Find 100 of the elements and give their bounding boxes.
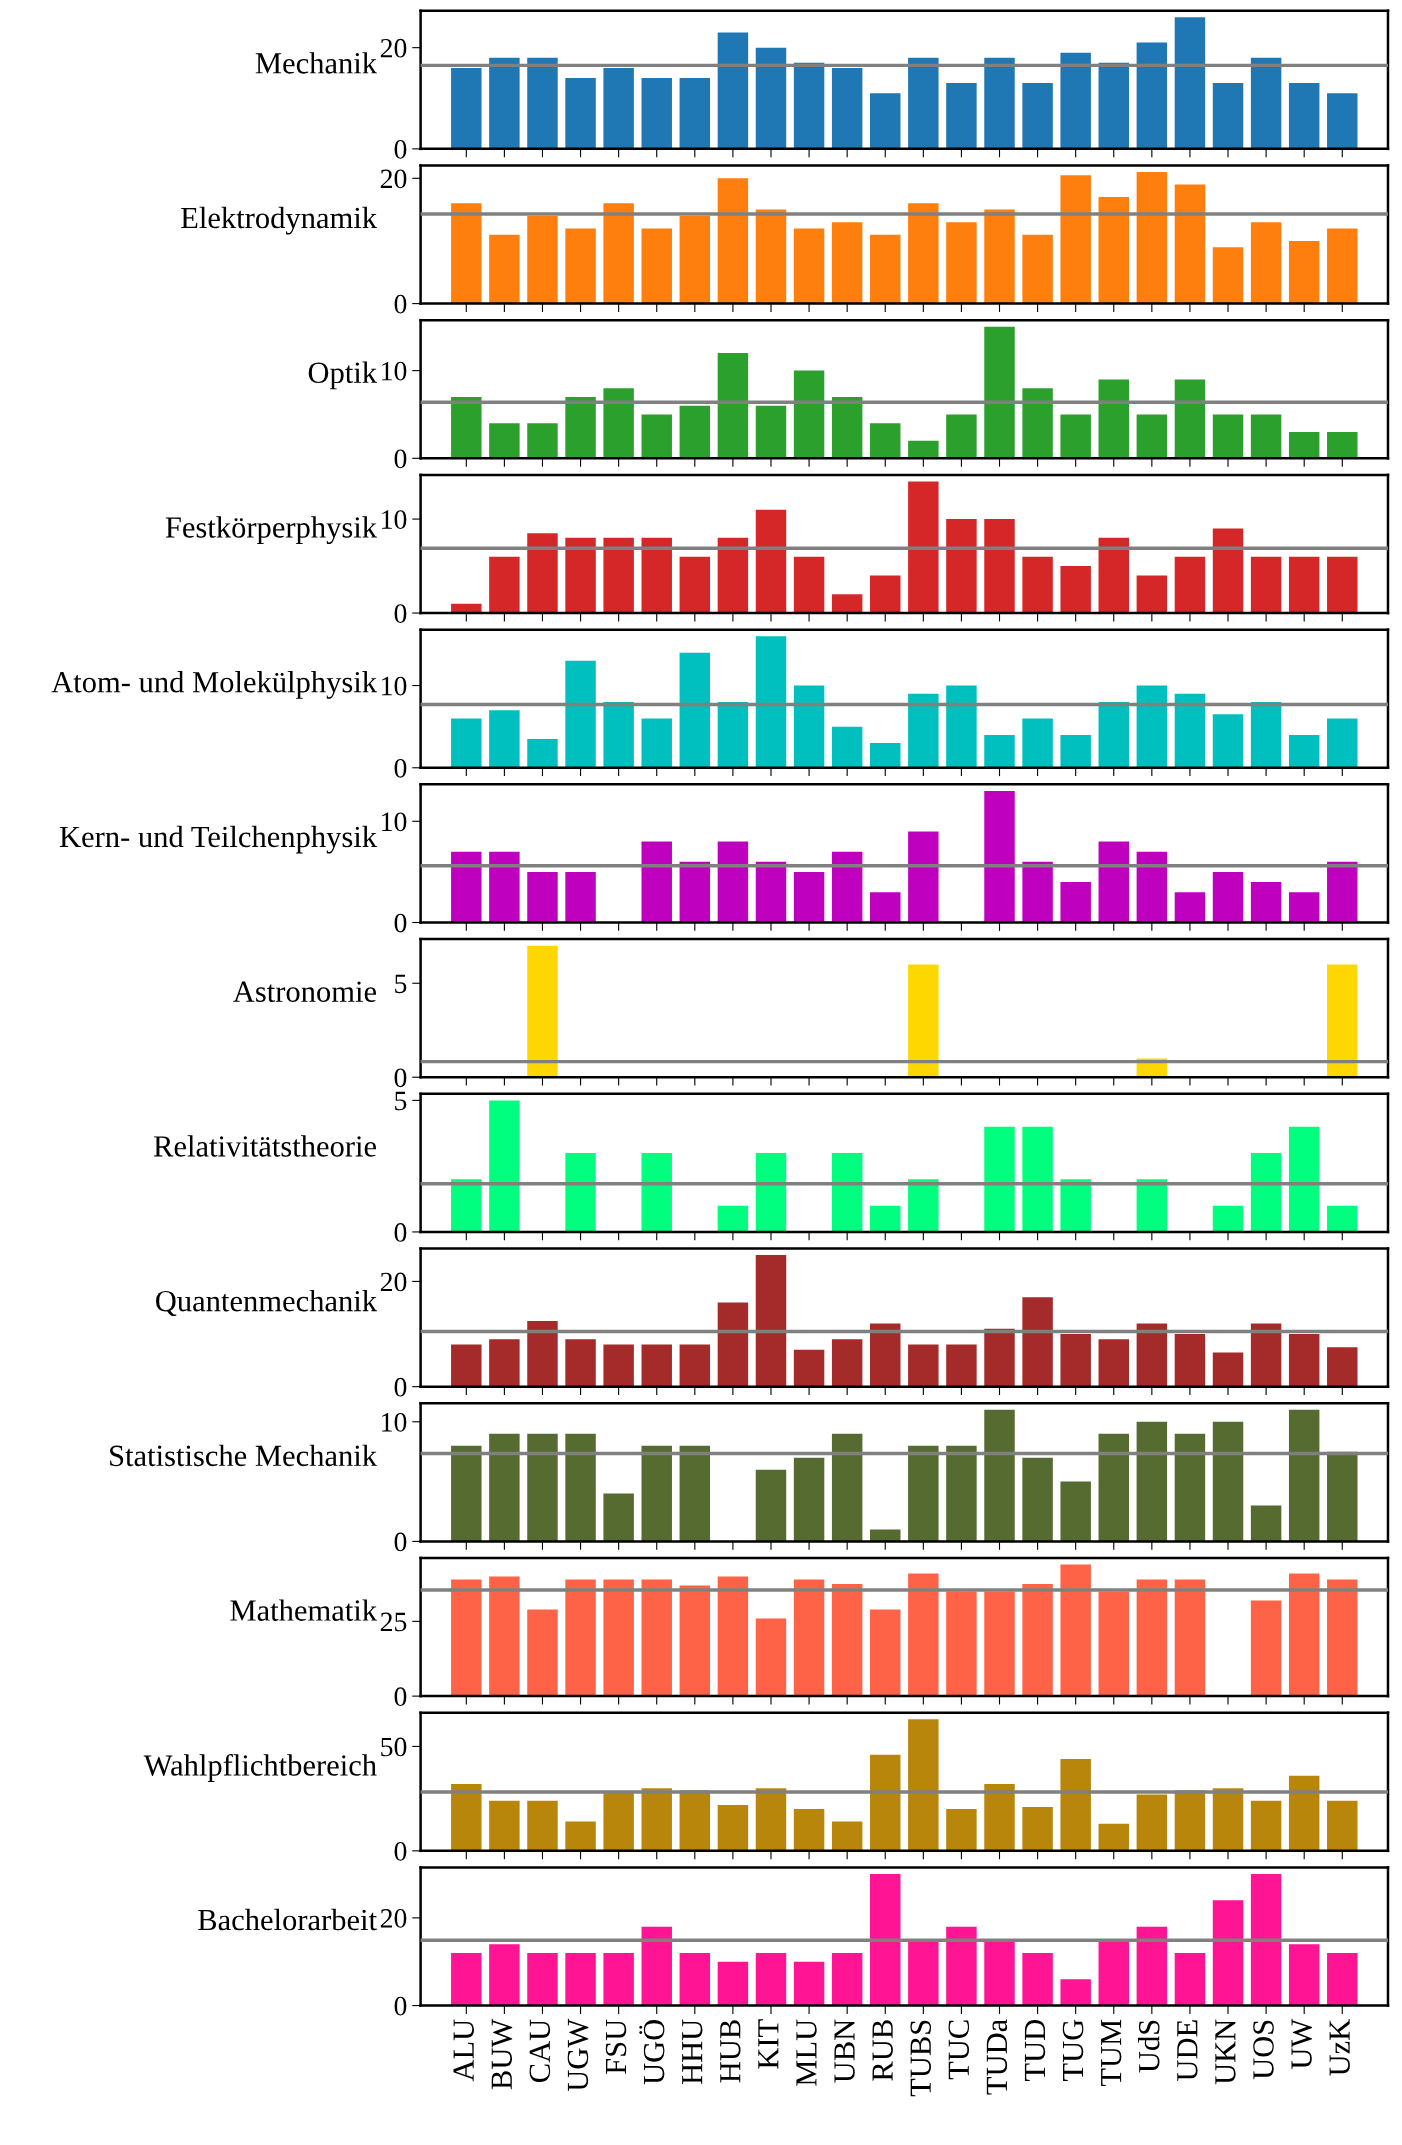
x-tick-label: MLU [796, 2019, 817, 2086]
bar [1327, 1205, 1358, 1232]
bar [946, 222, 977, 304]
bar [1098, 197, 1129, 304]
y-tick-label: 0 [394, 140, 407, 159]
bar [793, 370, 825, 459]
bar [565, 1153, 596, 1232]
bar [1250, 882, 1282, 923]
bar [1250, 1323, 1282, 1387]
bar [1288, 83, 1320, 149]
bar [565, 1339, 596, 1387]
x-tick-label: CAU [529, 2019, 551, 2083]
bar [984, 1591, 1015, 1697]
bar [717, 1961, 749, 2006]
bar [489, 234, 520, 304]
bar [755, 1469, 787, 1542]
bar [717, 178, 749, 304]
bar [831, 1821, 863, 1851]
bar [1060, 734, 1091, 768]
y-tick-label: 10 [382, 812, 407, 832]
bar [1022, 234, 1053, 304]
bar [793, 1961, 825, 2006]
y-tick-label: 0 [394, 1842, 407, 1861]
bar [1327, 1579, 1358, 1697]
bar [793, 685, 825, 768]
y-tick-label: 0 [394, 604, 407, 623]
bar [946, 1344, 977, 1387]
bar [908, 203, 939, 304]
bar [1022, 718, 1053, 768]
bar [946, 83, 977, 149]
bar [831, 1952, 863, 2006]
bar [565, 78, 596, 149]
bar [527, 1609, 558, 1697]
bar [1174, 184, 1206, 304]
bar [1327, 1952, 1358, 2006]
bar [984, 1126, 1015, 1232]
bar [1327, 432, 1358, 459]
bar [870, 423, 901, 459]
bar [603, 67, 634, 149]
bar [451, 203, 482, 304]
bar [489, 1800, 520, 1851]
bar [679, 1585, 711, 1697]
bar [1136, 1579, 1168, 1697]
bar [1098, 841, 1129, 923]
y-tick-label: 20 [380, 1272, 407, 1292]
bar [946, 519, 977, 614]
x-tick-label: TUM [1101, 2019, 1122, 2087]
x-tick-label: UDE [1177, 2020, 1198, 2081]
bar [1212, 1788, 1244, 1851]
bar [1288, 1126, 1320, 1232]
bar [641, 1153, 672, 1232]
y-tick-label: 0 [394, 1532, 407, 1552]
bar [1060, 175, 1091, 304]
y-tick-label: 5 [395, 1091, 407, 1111]
y-axis-title: Relativitätstheorie [153, 1135, 376, 1157]
bar [451, 1784, 482, 1851]
bar [870, 1529, 901, 1542]
bar [451, 1344, 482, 1387]
bar [946, 685, 977, 768]
bar [908, 1573, 939, 1697]
bar [641, 841, 672, 923]
y-tick-label: 0 [394, 758, 407, 778]
bar [1060, 1334, 1091, 1387]
bar [870, 1205, 901, 1232]
bar [489, 57, 520, 149]
bar [1212, 714, 1244, 768]
y-tick-label: 0 [394, 1068, 407, 1088]
bar [679, 652, 711, 768]
bar [1060, 1564, 1091, 1697]
bar [984, 790, 1015, 923]
bar [831, 396, 863, 459]
bar [870, 93, 901, 149]
bar [679, 1952, 711, 2006]
bar [603, 1952, 634, 2006]
bar [908, 440, 939, 459]
bar [831, 1339, 863, 1387]
bar [1250, 222, 1282, 304]
bar [908, 693, 939, 768]
bar [1098, 62, 1129, 149]
bar [1174, 379, 1206, 459]
bar [451, 1579, 482, 1697]
bar [679, 78, 711, 149]
bar [1288, 432, 1320, 459]
bar [1174, 1579, 1206, 1697]
bar [527, 945, 558, 1078]
bar [527, 738, 558, 768]
y-axis-title: Wahlpflichtbereich [143, 1753, 377, 1782]
bar [870, 234, 901, 304]
bar [1212, 247, 1244, 304]
bar [1060, 566, 1091, 614]
bar [641, 1344, 672, 1387]
y-tick-label: 25 [380, 1612, 407, 1632]
bar [641, 537, 672, 614]
bar [1288, 556, 1320, 614]
bar [489, 1576, 520, 1697]
bar [908, 1719, 939, 1851]
bar [755, 509, 787, 614]
bar [1250, 1874, 1282, 2006]
bar [1098, 379, 1129, 459]
bar [603, 203, 634, 304]
